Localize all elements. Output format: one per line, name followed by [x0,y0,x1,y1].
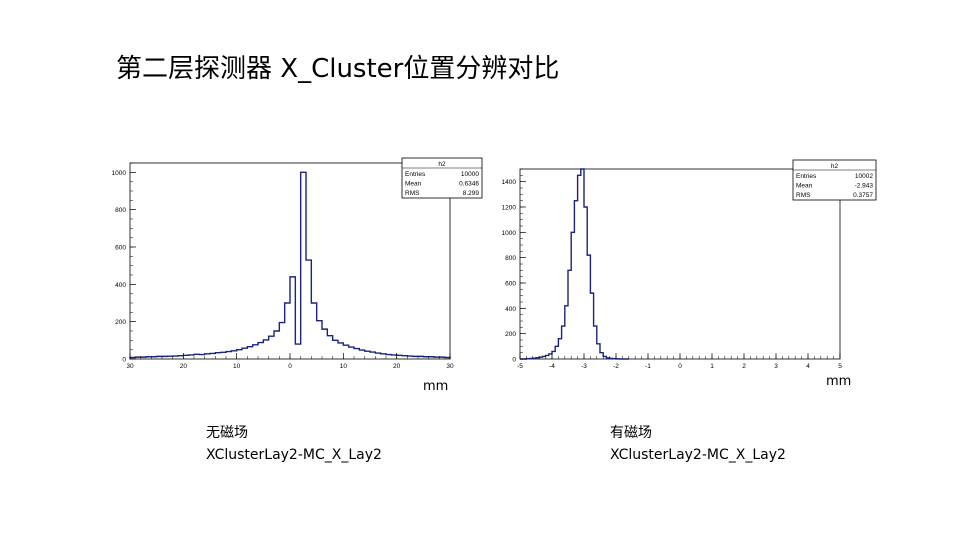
stats-label: RMS [796,192,811,199]
page-title: 第二层探测器 X_Cluster位置分辨对比 [116,54,560,84]
x-tick-label: -5 [517,363,523,370]
histogram-no-field: 0 200 400 600 800 1000 30 20 10 0 10 20 30 h2 Entries 1… [112,157,483,370]
histogram-with-field: 0 200 400 600 800 1000 1200 1400 -5 -4 -3 -2 -1 0 1 2 3 4… [502,159,877,370]
x-tick-label: -3 [581,363,587,370]
x-tick-label: 10 [233,363,241,370]
y-tick-label: 1000 [502,230,517,237]
caption-expression: XClusterLay2-MC_X_Lay2 [610,447,786,463]
stats-label: Mean [796,183,813,190]
x-tick-label: 30 [446,363,454,370]
unit-label-no-field: mm [423,379,449,394]
stats-value: -2.943 [855,183,874,190]
caption-no-field: 无磁场 XClusterLay2-MC_X_Lay2 [206,422,382,466]
y-tick-label: 600 [505,281,516,288]
x-tick-label: 0 [678,363,682,370]
y-tick-label: 200 [505,331,516,338]
x-tick-label: 1 [710,363,714,370]
histogram-series [129,171,451,359]
plot-frame [519,168,841,360]
y-tick-label: 800 [115,207,126,214]
stats-label: Entries [796,173,817,180]
caption-with-field: 有磁场 XClusterLay2-MC_X_Lay2 [610,422,786,466]
stats-box [401,157,483,199]
caption-title: 无磁场 [206,425,248,441]
x-tick-label: 0 [288,363,292,370]
x-tick-label: -4 [549,363,555,370]
x-tick-label: 4 [806,363,810,370]
stats-value: 8.299 [463,190,480,197]
y-tick-label: 1000 [112,170,127,177]
y-tick-label: 200 [115,319,126,326]
stats-value: 0.3757 [853,192,873,199]
x-tick-label: 20 [180,363,188,370]
x-tick-label: 3 [774,363,778,370]
x-tick-label: 20 [393,363,401,370]
unit-label-with-field: mm [826,374,852,389]
y-tick-label: 400 [115,282,126,289]
stats-label: RMS [405,190,420,197]
y-tick-label: 0 [512,357,516,364]
x-tick-label: -2 [613,363,619,370]
x-tick-label: 10 [340,363,348,370]
x-tick-label: 30 [126,363,134,370]
y-tick-label: 1400 [502,179,517,186]
stats-title: h2 [438,161,446,168]
stats-label: Entries [405,171,426,178]
y-tick-label: 800 [505,255,516,262]
caption-title: 有磁场 [610,425,652,441]
y-tick-label: 1200 [502,205,517,212]
x-tick-label: -1 [645,363,651,370]
y-tick-label: 600 [115,245,126,252]
y-tick-label: 400 [505,306,516,313]
caption-expression: XClusterLay2-MC_X_Lay2 [206,447,382,463]
stats-value: 10002 [855,173,873,180]
stats-value: 0.6346 [459,181,479,188]
plot-frame [129,162,451,360]
y-tick-label: 0 [122,357,126,364]
stats-label: Mean [405,181,422,188]
stats-box [792,159,877,201]
x-tick-label: 2 [742,363,746,370]
stats-title: h2 [831,163,839,170]
x-tick-label: 5 [838,363,842,370]
stats-value: 10000 [461,171,479,178]
